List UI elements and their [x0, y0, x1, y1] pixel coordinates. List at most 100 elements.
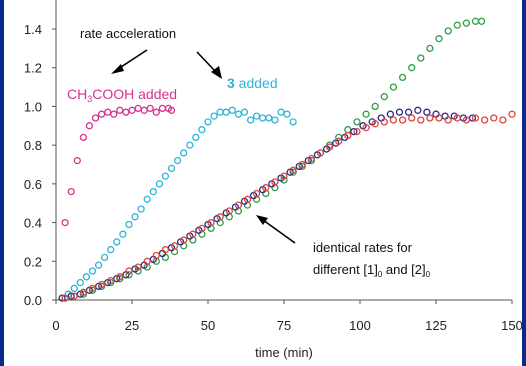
data-point: [283, 110, 291, 118]
series-2: [61, 17, 486, 302]
data-point: [371, 120, 379, 128]
data-point: [350, 127, 358, 136]
data-point: [180, 149, 188, 157]
y-tick-label: 0.4: [24, 216, 42, 231]
data-point: [386, 110, 395, 118]
data-point: [389, 83, 398, 91]
data-point: [192, 133, 200, 142]
data-point: [453, 114, 461, 122]
data-point: [289, 118, 297, 126]
axes: [55, 0, 512, 301]
annotation-compound-added: 3 added: [227, 75, 278, 91]
data-point: [58, 294, 66, 302]
annotation-ch3cooh: CH3COOH added: [67, 86, 177, 104]
data-point: [277, 108, 285, 116]
data-point: [344, 131, 352, 140]
data-point: [161, 172, 170, 180]
data-point: [353, 127, 361, 136]
data-point: [82, 273, 91, 281]
data-point: [243, 195, 252, 203]
data-point: [152, 108, 160, 116]
data-point: [252, 189, 261, 198]
data-point: [499, 116, 507, 124]
x-tick-label: 100: [349, 318, 371, 333]
data-point: [186, 141, 194, 149]
data-point: [395, 108, 404, 116]
data-point: [404, 108, 413, 116]
arrow-identical: [256, 215, 296, 244]
data-point: [398, 116, 407, 124]
data-point: [198, 126, 206, 134]
y-tick-label: 1.0: [24, 99, 42, 114]
data-point: [471, 114, 480, 122]
data-point: [180, 236, 188, 244]
arrow-right: [196, 51, 222, 79]
x-tick-label: 0: [52, 318, 59, 333]
data-point: [149, 187, 157, 196]
data-point: [161, 246, 170, 254]
x-tick-label: 150: [501, 318, 523, 333]
data-point: [204, 118, 212, 126]
data-point: [325, 143, 334, 151]
data-point: [316, 149, 325, 157]
data-point: [468, 114, 477, 122]
data-point: [444, 27, 452, 35]
data-point: [107, 276, 115, 285]
data-point: [289, 166, 297, 174]
data-point: [408, 64, 416, 72]
data-point: [234, 201, 243, 209]
data-point: [107, 246, 115, 254]
arrow-left: [111, 49, 148, 74]
data-point: [189, 230, 197, 238]
data-point: [298, 160, 306, 169]
data-point: [88, 267, 97, 275]
data-point: [70, 284, 78, 293]
data-point: [155, 180, 164, 188]
data-point: [271, 178, 279, 186]
data-point: [453, 21, 461, 29]
data-point: [353, 118, 361, 126]
data-point: [67, 292, 75, 300]
data-point: [88, 284, 97, 293]
data-point: [471, 17, 480, 25]
data-points: [58, 17, 516, 302]
data-point: [134, 104, 142, 113]
data-point: [225, 207, 233, 215]
data-point: [152, 251, 160, 260]
data-point: [259, 114, 267, 122]
series-0: [61, 104, 176, 227]
data-point: [414, 106, 422, 114]
data-point: [128, 106, 136, 114]
data-point: [265, 114, 273, 122]
series-1: [64, 106, 297, 298]
annotation-identical-line1: identical rates for: [313, 240, 413, 255]
data-point: [398, 73, 407, 82]
data-point: [143, 195, 151, 203]
data-point: [362, 124, 370, 132]
data-point: [380, 93, 388, 101]
data-point: [344, 126, 352, 134]
data-point: [79, 288, 88, 296]
data-point: [417, 54, 425, 62]
data-point: [280, 172, 288, 180]
annotation-rate-acceleration: rate acceleration: [80, 26, 176, 41]
data-point: [335, 137, 343, 145]
data-point: [167, 106, 176, 114]
data-point: [426, 114, 434, 122]
data-point: [97, 110, 106, 118]
data-point: [116, 273, 124, 281]
data-point: [462, 19, 471, 27]
data-point: [234, 110, 243, 118]
data-point: [61, 294, 69, 302]
data-point: [79, 133, 88, 142]
x-tick-label: 75: [277, 318, 291, 333]
y-tick-label: 1.4: [24, 22, 42, 37]
data-point: [435, 114, 443, 122]
data-point: [426, 44, 434, 53]
data-point: [119, 230, 127, 238]
data-point: [262, 184, 270, 192]
x-tick-label: 25: [125, 318, 139, 333]
y-tick-label: 1.2: [24, 61, 42, 76]
